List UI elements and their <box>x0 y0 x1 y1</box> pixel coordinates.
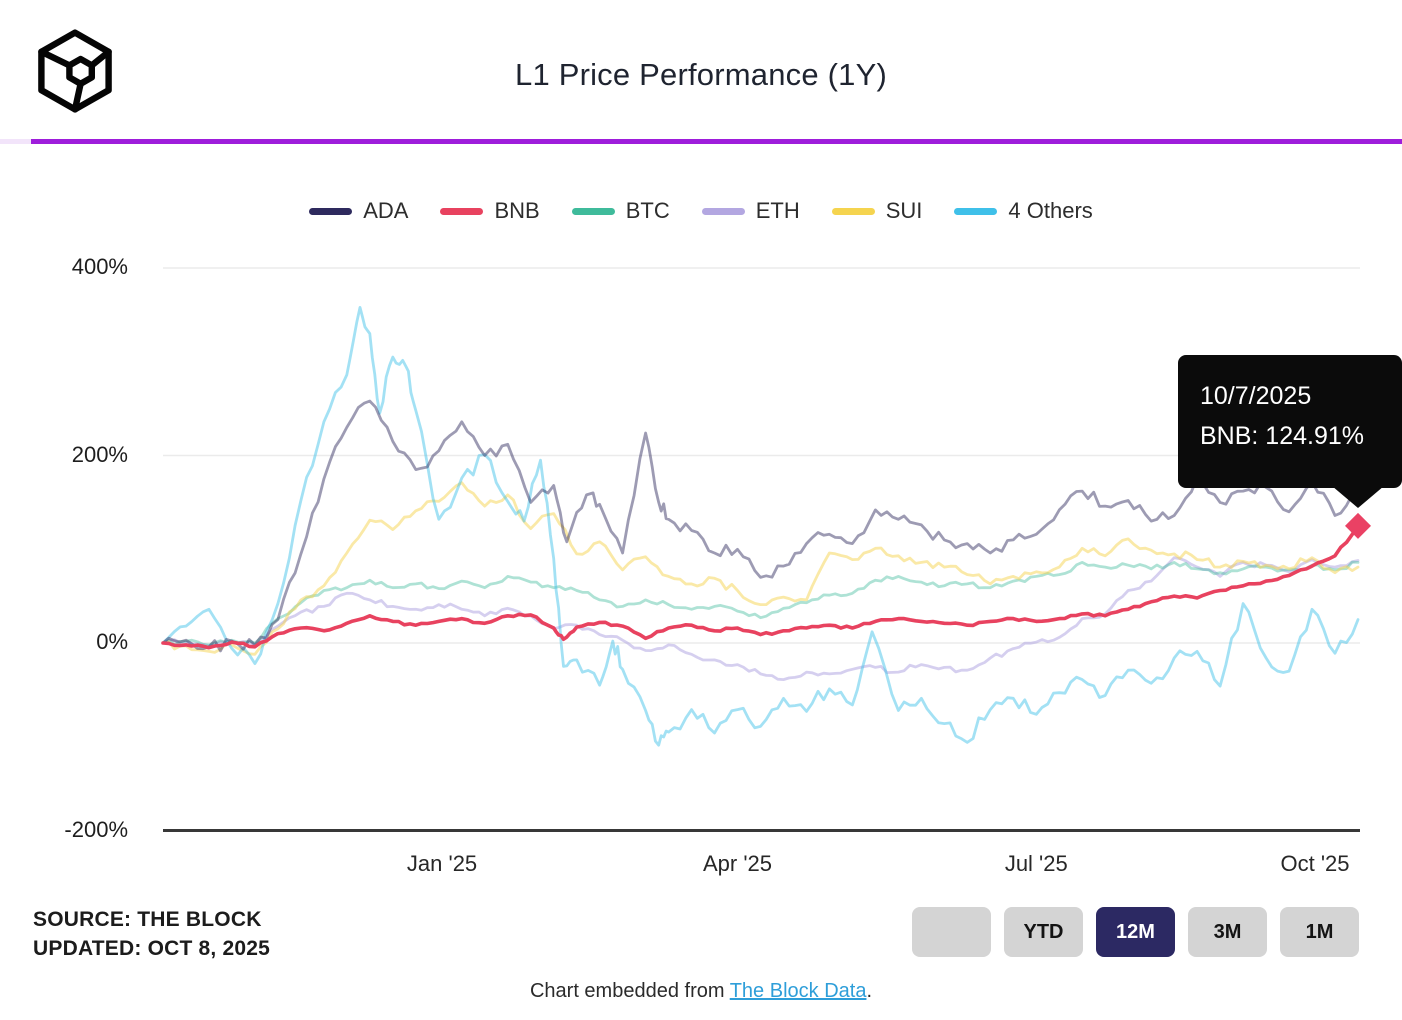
hover-tooltip: 10/7/2025 BNB: 124.91% <box>1178 355 1402 508</box>
legend-swatch-icon <box>571 207 615 215</box>
series-line-bnb <box>161 524 1360 650</box>
legend-item-ada[interactable]: ADA <box>309 198 408 224</box>
series-line-4-others <box>161 305 1360 747</box>
selected-point-diamond-marker <box>1345 512 1371 539</box>
the-block-data-link[interactable]: The Block Data <box>729 980 867 1002</box>
legend-label: BTC <box>625 198 670 223</box>
range-button-group: YTD 12M 3M 1M <box>912 907 1359 957</box>
legend-swatch-icon <box>954 207 998 215</box>
footer: Chart embedded from The Block Data. <box>0 980 1402 1003</box>
tooltip-date: 10/7/2025 <box>1200 382 1312 410</box>
footer-text: Chart embedded from <box>529 980 730 1002</box>
x-tick-label: Jan '25 <box>406 851 478 876</box>
source-line: SOURCE: THE BLOCK <box>33 908 262 931</box>
range-button-3m[interactable]: 3M <box>1188 907 1267 957</box>
range-button-blank[interactable] <box>912 907 991 957</box>
tooltip-value: BNB: 124.91% <box>1200 422 1364 450</box>
y-tick-label: 400% <box>71 254 128 279</box>
series-line-ada <box>161 399 1360 653</box>
legend-item-bnb[interactable]: BNB <box>440 198 540 224</box>
legend-swatch-icon <box>309 207 353 215</box>
legend-swatch-icon <box>440 207 484 215</box>
legend-item-sui[interactable]: SUI <box>831 198 923 224</box>
series-line-eth <box>161 556 1360 681</box>
legend-item-btc[interactable]: BTC <box>571 198 670 224</box>
legend-swatch-icon <box>701 207 745 215</box>
range-button-1m[interactable]: 1M <box>1280 907 1359 957</box>
y-tick-label: -200% <box>64 816 128 842</box>
x-tick-label: Oct '25 <box>1280 851 1350 876</box>
legend-label: ADA <box>363 198 409 223</box>
updated-line: UPDATED: OCT 8, 2025 <box>33 937 270 960</box>
tooltip-arrow-icon <box>1332 486 1384 508</box>
x-tick-label: Jul '25 <box>1004 851 1068 876</box>
legend-label: ETH <box>755 198 800 223</box>
y-tick-label: 200% <box>71 441 128 467</box>
series-line-btc <box>161 560 1360 647</box>
range-button-ytd[interactable]: YTD <box>1004 907 1083 957</box>
series-line-sui <box>161 481 1360 656</box>
y-tick-label: 0% <box>96 629 128 654</box>
legend-item-4-others[interactable]: 4 Others <box>954 198 1093 224</box>
x-tick-label: Apr '25 <box>703 851 773 876</box>
range-button-12m[interactable]: 12M <box>1096 907 1175 957</box>
legend-label: 4 Others <box>1008 198 1093 223</box>
legend-item-eth[interactable]: ETH <box>701 198 800 224</box>
legend-swatch-icon <box>831 207 875 215</box>
the-block-logo <box>38 29 112 113</box>
chart-legend: ADA BNB BTC ETH SUI 4 Others <box>0 198 1402 224</box>
source-block: SOURCE: THE BLOCK UPDATED: OCT 8, 2025 <box>33 905 270 963</box>
legend-label: SUI <box>885 198 923 223</box>
accent-divider <box>0 139 1402 144</box>
page-title: L1 Price Performance (1Y) <box>515 57 887 92</box>
legend-label: BNB <box>494 198 540 223</box>
footer-period: . <box>866 980 873 1002</box>
